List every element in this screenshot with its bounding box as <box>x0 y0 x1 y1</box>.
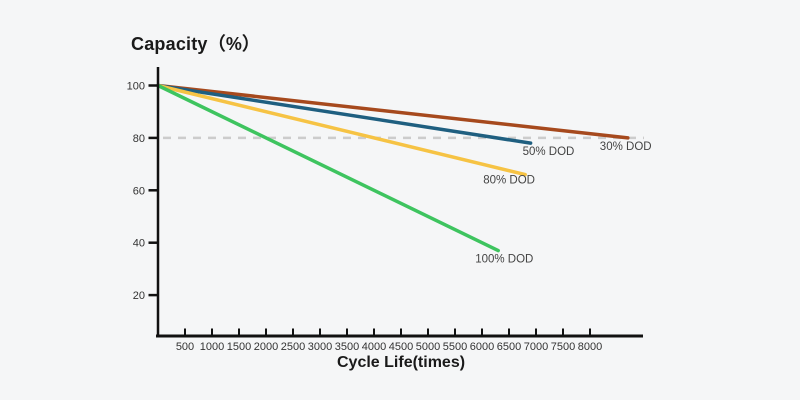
y-tick-label: 60 <box>133 185 145 197</box>
chart-title: Capacity（%） <box>131 34 261 54</box>
x-tick-label: 6500 <box>497 341 521 353</box>
x-tick-label: 1000 <box>200 341 224 353</box>
y-tick-label: 20 <box>133 290 145 302</box>
x-tick-label: 500 <box>176 341 194 353</box>
y-tick-label: 40 <box>133 238 145 250</box>
x-tick-label: 4500 <box>389 341 413 353</box>
x-tick-label: 5000 <box>416 341 440 353</box>
x-axis-label: Cycle Life(times) <box>337 354 466 371</box>
series-label: 100% DOD <box>475 254 533 266</box>
series-label: 80% DOD <box>483 175 535 187</box>
series-line-80-dodlabel <box>156 83 527 177</box>
y-tick-label: 80 <box>133 133 145 145</box>
series-line-30-dodlabel <box>156 83 630 140</box>
x-tick-label: 5500 <box>443 341 467 353</box>
x-tick-label: 3500 <box>335 341 359 353</box>
x-tick-label: 7000 <box>524 341 548 353</box>
x-tick-label: 6000 <box>470 341 494 353</box>
x-tick-label: 1500 <box>227 341 251 353</box>
x-tick-label: 3000 <box>308 341 332 353</box>
x-tick-label: 7500 <box>551 341 575 353</box>
series-label: 50% DOD <box>523 146 575 158</box>
x-tick-label: 4000 <box>362 341 386 353</box>
series-label: 30% DOD <box>600 141 652 153</box>
series-line-50-dodlabel <box>156 83 533 145</box>
x-tick-label: 8000 <box>578 341 602 353</box>
x-tick-label: 2500 <box>281 341 305 353</box>
x-tick-label: 2000 <box>254 341 278 353</box>
series-line-100-dodlabel <box>156 83 500 253</box>
y-tick-label: 100 <box>127 81 145 93</box>
